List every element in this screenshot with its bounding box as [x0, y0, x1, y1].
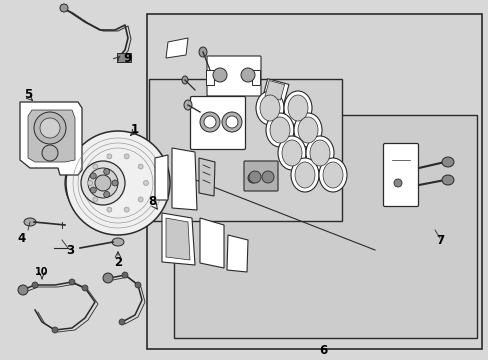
Bar	[173, 115, 476, 338]
Ellipse shape	[287, 95, 307, 121]
Circle shape	[222, 112, 242, 132]
Ellipse shape	[183, 100, 192, 110]
Bar	[149, 79, 342, 221]
Circle shape	[138, 197, 143, 202]
Circle shape	[93, 164, 98, 169]
Polygon shape	[165, 38, 187, 58]
Ellipse shape	[305, 136, 333, 170]
Bar	[264, 81, 284, 100]
Circle shape	[124, 207, 129, 212]
Circle shape	[200, 112, 220, 132]
Wedge shape	[65, 145, 116, 221]
Circle shape	[93, 197, 98, 202]
Circle shape	[34, 112, 66, 144]
FancyBboxPatch shape	[190, 96, 245, 149]
Circle shape	[138, 164, 143, 169]
Ellipse shape	[293, 113, 321, 147]
Polygon shape	[20, 102, 82, 175]
Polygon shape	[165, 218, 190, 260]
Circle shape	[112, 180, 118, 186]
Bar	[205, 70, 214, 85]
Polygon shape	[162, 213, 195, 265]
Ellipse shape	[182, 76, 187, 84]
Polygon shape	[155, 155, 168, 200]
Circle shape	[393, 179, 401, 187]
Ellipse shape	[199, 47, 206, 57]
Circle shape	[107, 207, 112, 212]
Text: 2: 2	[114, 256, 122, 269]
Circle shape	[103, 192, 109, 197]
Ellipse shape	[309, 140, 329, 166]
Text: 6: 6	[318, 343, 326, 356]
Circle shape	[18, 285, 28, 295]
Circle shape	[42, 145, 58, 161]
Text: 10: 10	[35, 267, 49, 277]
Ellipse shape	[112, 238, 124, 246]
Circle shape	[225, 116, 238, 128]
Text: 3: 3	[66, 243, 74, 256]
Ellipse shape	[441, 175, 453, 185]
Circle shape	[69, 279, 75, 285]
Ellipse shape	[256, 91, 284, 125]
Polygon shape	[28, 110, 75, 162]
Text: 5: 5	[24, 89, 32, 102]
Ellipse shape	[24, 218, 36, 226]
Circle shape	[241, 68, 254, 82]
Polygon shape	[226, 235, 247, 272]
Ellipse shape	[260, 95, 280, 121]
Circle shape	[66, 131, 170, 235]
Circle shape	[103, 168, 109, 175]
Circle shape	[248, 171, 261, 183]
Polygon shape	[172, 148, 197, 210]
Ellipse shape	[269, 117, 289, 143]
Ellipse shape	[323, 162, 342, 188]
Text: 7: 7	[435, 234, 443, 247]
Bar	[117, 53, 131, 62]
Circle shape	[32, 282, 38, 288]
Ellipse shape	[441, 157, 453, 167]
Circle shape	[107, 154, 112, 159]
Circle shape	[87, 180, 92, 185]
Ellipse shape	[318, 158, 346, 192]
Circle shape	[88, 168, 118, 198]
Circle shape	[124, 154, 129, 159]
Text: 4: 4	[18, 231, 26, 244]
Circle shape	[262, 171, 273, 183]
Bar	[262, 79, 288, 106]
Ellipse shape	[297, 117, 317, 143]
Bar	[251, 70, 260, 85]
Circle shape	[40, 118, 60, 138]
Ellipse shape	[278, 136, 305, 170]
Circle shape	[90, 187, 96, 193]
Circle shape	[90, 173, 96, 179]
FancyBboxPatch shape	[206, 56, 261, 96]
Ellipse shape	[294, 162, 314, 188]
Circle shape	[103, 273, 113, 283]
Circle shape	[60, 4, 68, 12]
Ellipse shape	[282, 140, 302, 166]
FancyBboxPatch shape	[383, 144, 418, 207]
Polygon shape	[199, 158, 215, 196]
Ellipse shape	[290, 158, 318, 192]
FancyBboxPatch shape	[244, 161, 278, 191]
Circle shape	[135, 282, 141, 288]
Ellipse shape	[284, 91, 311, 125]
Circle shape	[119, 319, 125, 325]
Circle shape	[213, 68, 226, 82]
Circle shape	[203, 116, 216, 128]
Circle shape	[95, 175, 111, 191]
Bar	[146, 14, 481, 349]
Polygon shape	[200, 218, 224, 268]
Text: 1: 1	[131, 123, 139, 136]
Circle shape	[122, 272, 128, 278]
Text: 8: 8	[147, 195, 156, 208]
Circle shape	[81, 161, 125, 205]
Circle shape	[52, 327, 58, 333]
Ellipse shape	[265, 113, 293, 147]
Circle shape	[143, 180, 148, 185]
Text: 9: 9	[122, 51, 131, 64]
Circle shape	[82, 285, 88, 291]
Circle shape	[247, 173, 258, 183]
